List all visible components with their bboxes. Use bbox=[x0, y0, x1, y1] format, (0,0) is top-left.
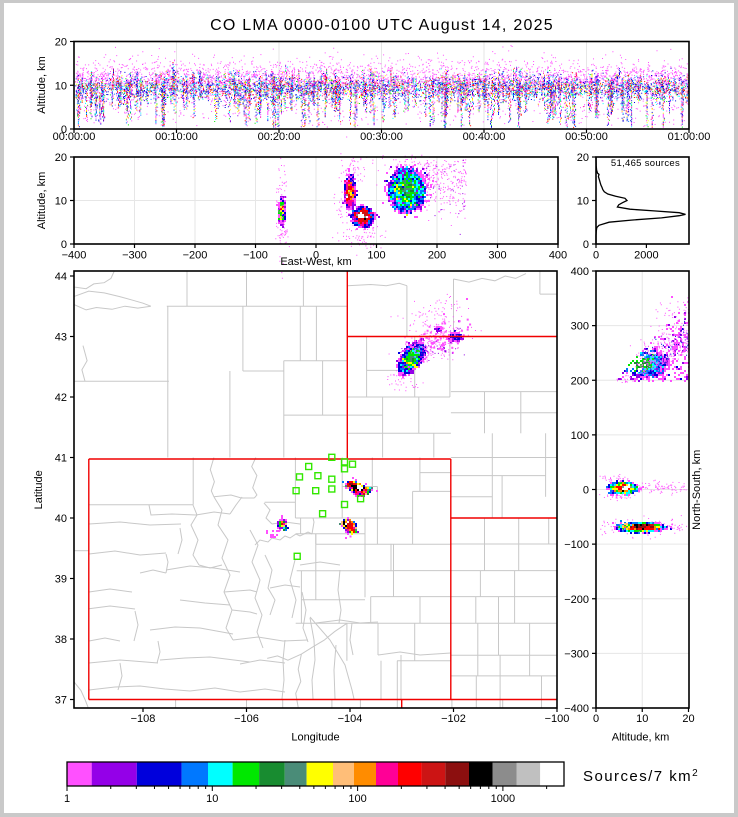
svg-text:00:40:00: 00:40:00 bbox=[463, 131, 506, 143]
svg-text:−108: −108 bbox=[131, 713, 156, 725]
svg-text:37: 37 bbox=[55, 695, 67, 707]
svg-text:43: 43 bbox=[55, 332, 67, 344]
svg-text:−200: −200 bbox=[564, 594, 589, 606]
svg-text:200: 200 bbox=[571, 375, 589, 387]
svg-text:40: 40 bbox=[55, 513, 67, 525]
svg-text:East-West, km: East-West, km bbox=[280, 256, 351, 268]
svg-text:1000: 1000 bbox=[491, 793, 515, 805]
svg-text:51,465 sources: 51,465 sources bbox=[611, 158, 680, 169]
svg-text:39: 39 bbox=[55, 574, 67, 586]
svg-text:0: 0 bbox=[61, 124, 67, 136]
svg-text:Longitude: Longitude bbox=[291, 732, 339, 744]
svg-text:−200: −200 bbox=[183, 250, 208, 262]
svg-text:0: 0 bbox=[583, 485, 589, 497]
svg-text:20: 20 bbox=[55, 37, 67, 49]
svg-text:10: 10 bbox=[55, 80, 67, 92]
svg-text:44: 44 bbox=[55, 271, 67, 283]
svg-text:10: 10 bbox=[206, 793, 218, 805]
svg-text:300: 300 bbox=[488, 250, 506, 262]
svg-text:Altitude, km: Altitude, km bbox=[36, 172, 48, 229]
svg-text:200: 200 bbox=[428, 250, 446, 262]
svg-text:0: 0 bbox=[593, 713, 599, 725]
svg-text:−102: −102 bbox=[441, 713, 466, 725]
svg-text:1: 1 bbox=[64, 793, 70, 805]
svg-text:38: 38 bbox=[55, 634, 67, 646]
svg-text:00:30:00: 00:30:00 bbox=[360, 131, 403, 143]
svg-text:North-South, km: North-South, km bbox=[691, 450, 703, 530]
svg-text:400: 400 bbox=[571, 266, 589, 278]
svg-text:00:50:00: 00:50:00 bbox=[565, 131, 608, 143]
svg-text:Latitude: Latitude bbox=[33, 470, 45, 509]
svg-text:100: 100 bbox=[367, 250, 385, 262]
svg-text:01:00:00: 01:00:00 bbox=[668, 131, 711, 143]
svg-text:10: 10 bbox=[577, 196, 589, 208]
svg-text:−300: −300 bbox=[564, 648, 589, 660]
svg-text:−400: −400 bbox=[564, 703, 589, 715]
svg-text:00:20:00: 00:20:00 bbox=[258, 131, 301, 143]
svg-text:0: 0 bbox=[313, 250, 319, 262]
svg-text:−100: −100 bbox=[243, 250, 268, 262]
svg-text:42: 42 bbox=[55, 392, 67, 404]
svg-text:0: 0 bbox=[583, 239, 589, 251]
svg-text:CO LMA 0000-0100 UTC August 14: CO LMA 0000-0100 UTC August 14, 2025 bbox=[210, 17, 554, 34]
svg-text:00:10:00: 00:10:00 bbox=[155, 131, 198, 143]
svg-text:20: 20 bbox=[55, 152, 67, 164]
svg-text:0: 0 bbox=[61, 239, 67, 251]
svg-text:Altitude, km: Altitude, km bbox=[612, 732, 669, 744]
svg-text:00:00:00: 00:00:00 bbox=[53, 131, 96, 143]
svg-text:20: 20 bbox=[682, 713, 694, 725]
svg-text:20: 20 bbox=[577, 152, 589, 164]
svg-text:41: 41 bbox=[55, 453, 67, 465]
svg-text:Sources/7 km2: Sources/7 km2 bbox=[583, 768, 699, 785]
svg-text:100: 100 bbox=[571, 430, 589, 442]
svg-text:300: 300 bbox=[571, 321, 589, 333]
svg-text:100: 100 bbox=[348, 793, 366, 805]
svg-text:−300: −300 bbox=[122, 250, 147, 262]
svg-text:−100: −100 bbox=[564, 539, 589, 551]
svg-text:400: 400 bbox=[549, 250, 567, 262]
svg-text:Altitude, km: Altitude, km bbox=[36, 56, 48, 113]
svg-text:−100: −100 bbox=[545, 713, 570, 725]
svg-text:−400: −400 bbox=[62, 250, 87, 262]
svg-text:−106: −106 bbox=[234, 713, 259, 725]
svg-text:2000: 2000 bbox=[634, 250, 658, 262]
svg-text:−104: −104 bbox=[338, 713, 363, 725]
svg-text:0: 0 bbox=[593, 250, 599, 262]
svg-text:10: 10 bbox=[55, 196, 67, 208]
svg-text:10: 10 bbox=[636, 713, 648, 725]
